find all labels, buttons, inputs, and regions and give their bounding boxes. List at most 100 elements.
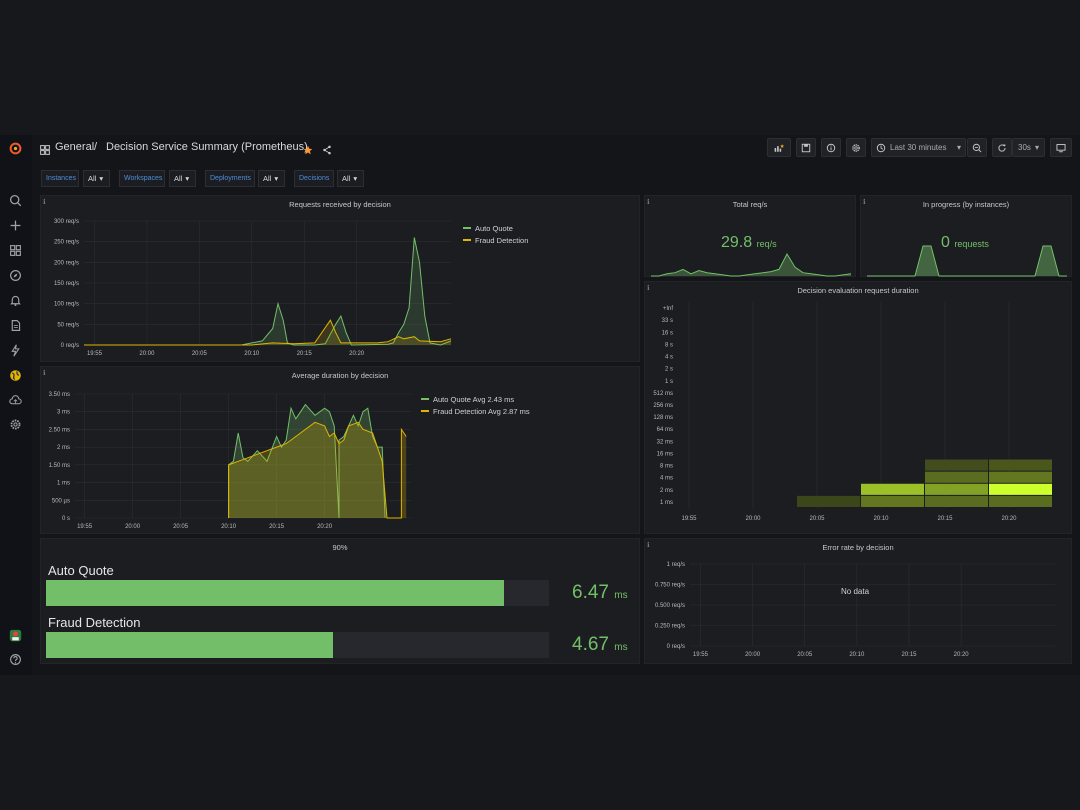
y-tick-label: 512 ms [653,391,673,397]
variable-select-workspaces[interactable]: All ▾ [169,170,196,187]
y-tick-label: 16 s [662,330,673,336]
bargauge-label-fraud-detection: Fraud Detection [48,615,141,630]
panel-requests-by-decision[interactable]: ℹ Requests received by decision 0 req/s 5… [40,195,640,362]
y-tick-label: 0.250 req/s [655,624,685,630]
panel-title[interactable]: Error rate by decision [822,543,894,552]
bargauge-track-fraud-detection [46,632,549,658]
variable-value: All [88,174,97,183]
panel-title[interactable]: Total req/s [732,200,768,209]
legend-item-fraud-detection[interactable]: Fraud Detection [463,234,528,246]
legend-swatch [421,410,429,412]
grafana-logo-icon[interactable] [6,139,24,157]
stat-unit: requests [954,239,989,249]
panel-evaluation-duration-heatmap[interactable]: ℹ Decision evaluation request duration +… [644,281,1072,534]
panel-title[interactable]: Average duration by decision [291,371,389,380]
share-icon[interactable] [322,142,332,160]
x-tick-label: 20:10 [873,516,889,522]
heatmap-cell [861,495,924,507]
variable-select-deployments[interactable]: All ▾ [258,170,285,187]
panel-info-icon[interactable]: ℹ [863,199,866,206]
heatmap-cell [925,471,988,483]
time-range-picker[interactable]: Last 30 minutes ▾ [871,138,966,157]
search-icon[interactable] [6,191,24,209]
y-tick-label: 50 req/s [57,322,79,328]
bargauge-fill-fraud-detection [46,632,333,658]
y-tick-label: 0 req/s [667,644,685,650]
panel-info-icon[interactable]: ℹ [43,370,46,377]
help-icon[interactable] [6,650,24,668]
chevron-down-icon: ▾ [1034,143,1039,152]
panel-info-icon[interactable]: ℹ [647,542,650,549]
bargauge-unit: ms [614,590,628,601]
page-title[interactable]: Decision Service Summary (Prometheus) [106,141,308,153]
legend-label: Auto Quote Avg 2.43 ms [433,394,515,404]
panel-total-req[interactable]: ℹ Total req/s 29.8 req/s [644,195,856,277]
legend-item-auto-quote[interactable]: Auto Quote Avg 2.43 ms [421,393,530,405]
time-range-label: Last 30 minutes [890,143,947,152]
monitor-icon [1056,143,1066,152]
panel-error-rate[interactable]: ℹ Error rate by decision 0 req/s 0.250 re… [644,538,1072,664]
series-line-fraud-detection [84,319,452,346]
stat-number: 29.8 [721,234,753,251]
dashboards-grid-icon[interactable] [40,142,50,160]
refresh-button[interactable] [992,138,1012,157]
clock-icon [876,143,886,152]
bargauge-number: 4.67 [572,634,609,655]
lightning-icon[interactable] [6,341,24,359]
bargauge-unit: ms [614,642,628,653]
alerting-bell-icon[interactable] [6,291,24,309]
variable-select-decisions[interactable]: All ▾ [337,170,364,187]
panel-title[interactable]: In progress (by instances) [922,200,1010,209]
panel-info-icon[interactable]: ℹ [647,285,650,292]
snapshot-button[interactable] [821,138,841,157]
cloud-upload-icon[interactable] [6,391,24,409]
panel-title[interactable]: Decision evaluation request duration [797,286,919,295]
cycle-view-mode-button[interactable] [1050,138,1072,157]
panel-title[interactable]: Requests received by decision [289,200,391,209]
dashboard-main: General / Decision Service Summary (Prom… [32,135,1080,675]
settings-gear-icon [852,143,860,152]
panel-info-icon[interactable]: ℹ [43,199,46,206]
stat-value: 29.8 req/s [721,234,777,252]
zoom-out-button[interactable] [967,138,987,157]
y-tick-label: 250 req/s [54,240,79,246]
heatmap-cell [989,495,1052,507]
x-tick-label: 19:55 [693,652,709,658]
y-tick-label: +Inf [663,306,674,312]
gear-icon[interactable] [6,415,24,433]
refresh-interval-picker[interactable]: 30s ▾ [1012,138,1045,157]
panel-90-percentile[interactable]: 90% Auto Quote 6.47 ms Fraud Detection 4… [40,538,640,664]
y-tick-label: 1 ms [57,481,70,487]
user-avatar-icon[interactable] [6,626,24,644]
panel-title[interactable]: 90% [332,543,348,552]
y-tick-label: 0 s [62,516,70,522]
panel-info-icon[interactable]: ℹ [647,199,650,206]
add-panel-button[interactable] [767,138,791,157]
y-tick-label: 3.50 ms [49,392,70,398]
bargauge-fill-auto-quote [46,580,504,606]
chart-legend: Auto Quote Fraud Detection [463,222,528,246]
y-tick-label: 0 req/s [61,343,79,349]
chevron-down-icon: ▾ [274,174,279,183]
chart-legend: Auto Quote Avg 2.43 ms Fraud Detection A… [421,393,530,417]
series-area-fraud-detection [228,422,407,518]
series-line-fraud-detection [228,421,407,519]
variable-select-instances[interactable]: All ▾ [83,170,110,187]
explore-compass-icon[interactable] [6,266,24,284]
save-dashboard-button[interactable] [796,138,816,157]
legend-item-auto-quote[interactable]: Auto Quote [463,222,528,234]
dashboard-settings-button[interactable] [846,138,866,157]
panel-in-progress[interactable]: ℹ In progress (by instances) 0 requests [860,195,1072,277]
document-icon[interactable] [6,316,24,334]
legend-swatch [421,398,429,400]
x-tick-label: 20:05 [809,516,825,522]
x-tick-label: 20:00 [125,524,141,530]
variable-value: All [342,174,351,183]
globe-icon[interactable] [6,366,24,384]
dashboards-icon[interactable] [6,241,24,259]
legend-item-fraud-detection[interactable]: Fraud Detection Avg 2.87 ms [421,405,530,417]
breadcrumb-folder[interactable]: General [55,141,95,153]
panel-average-duration[interactable]: ℹ Average duration by decision 0 s 500 µs… [40,366,640,534]
plus-icon[interactable] [6,216,24,234]
star-icon[interactable] [303,142,313,160]
